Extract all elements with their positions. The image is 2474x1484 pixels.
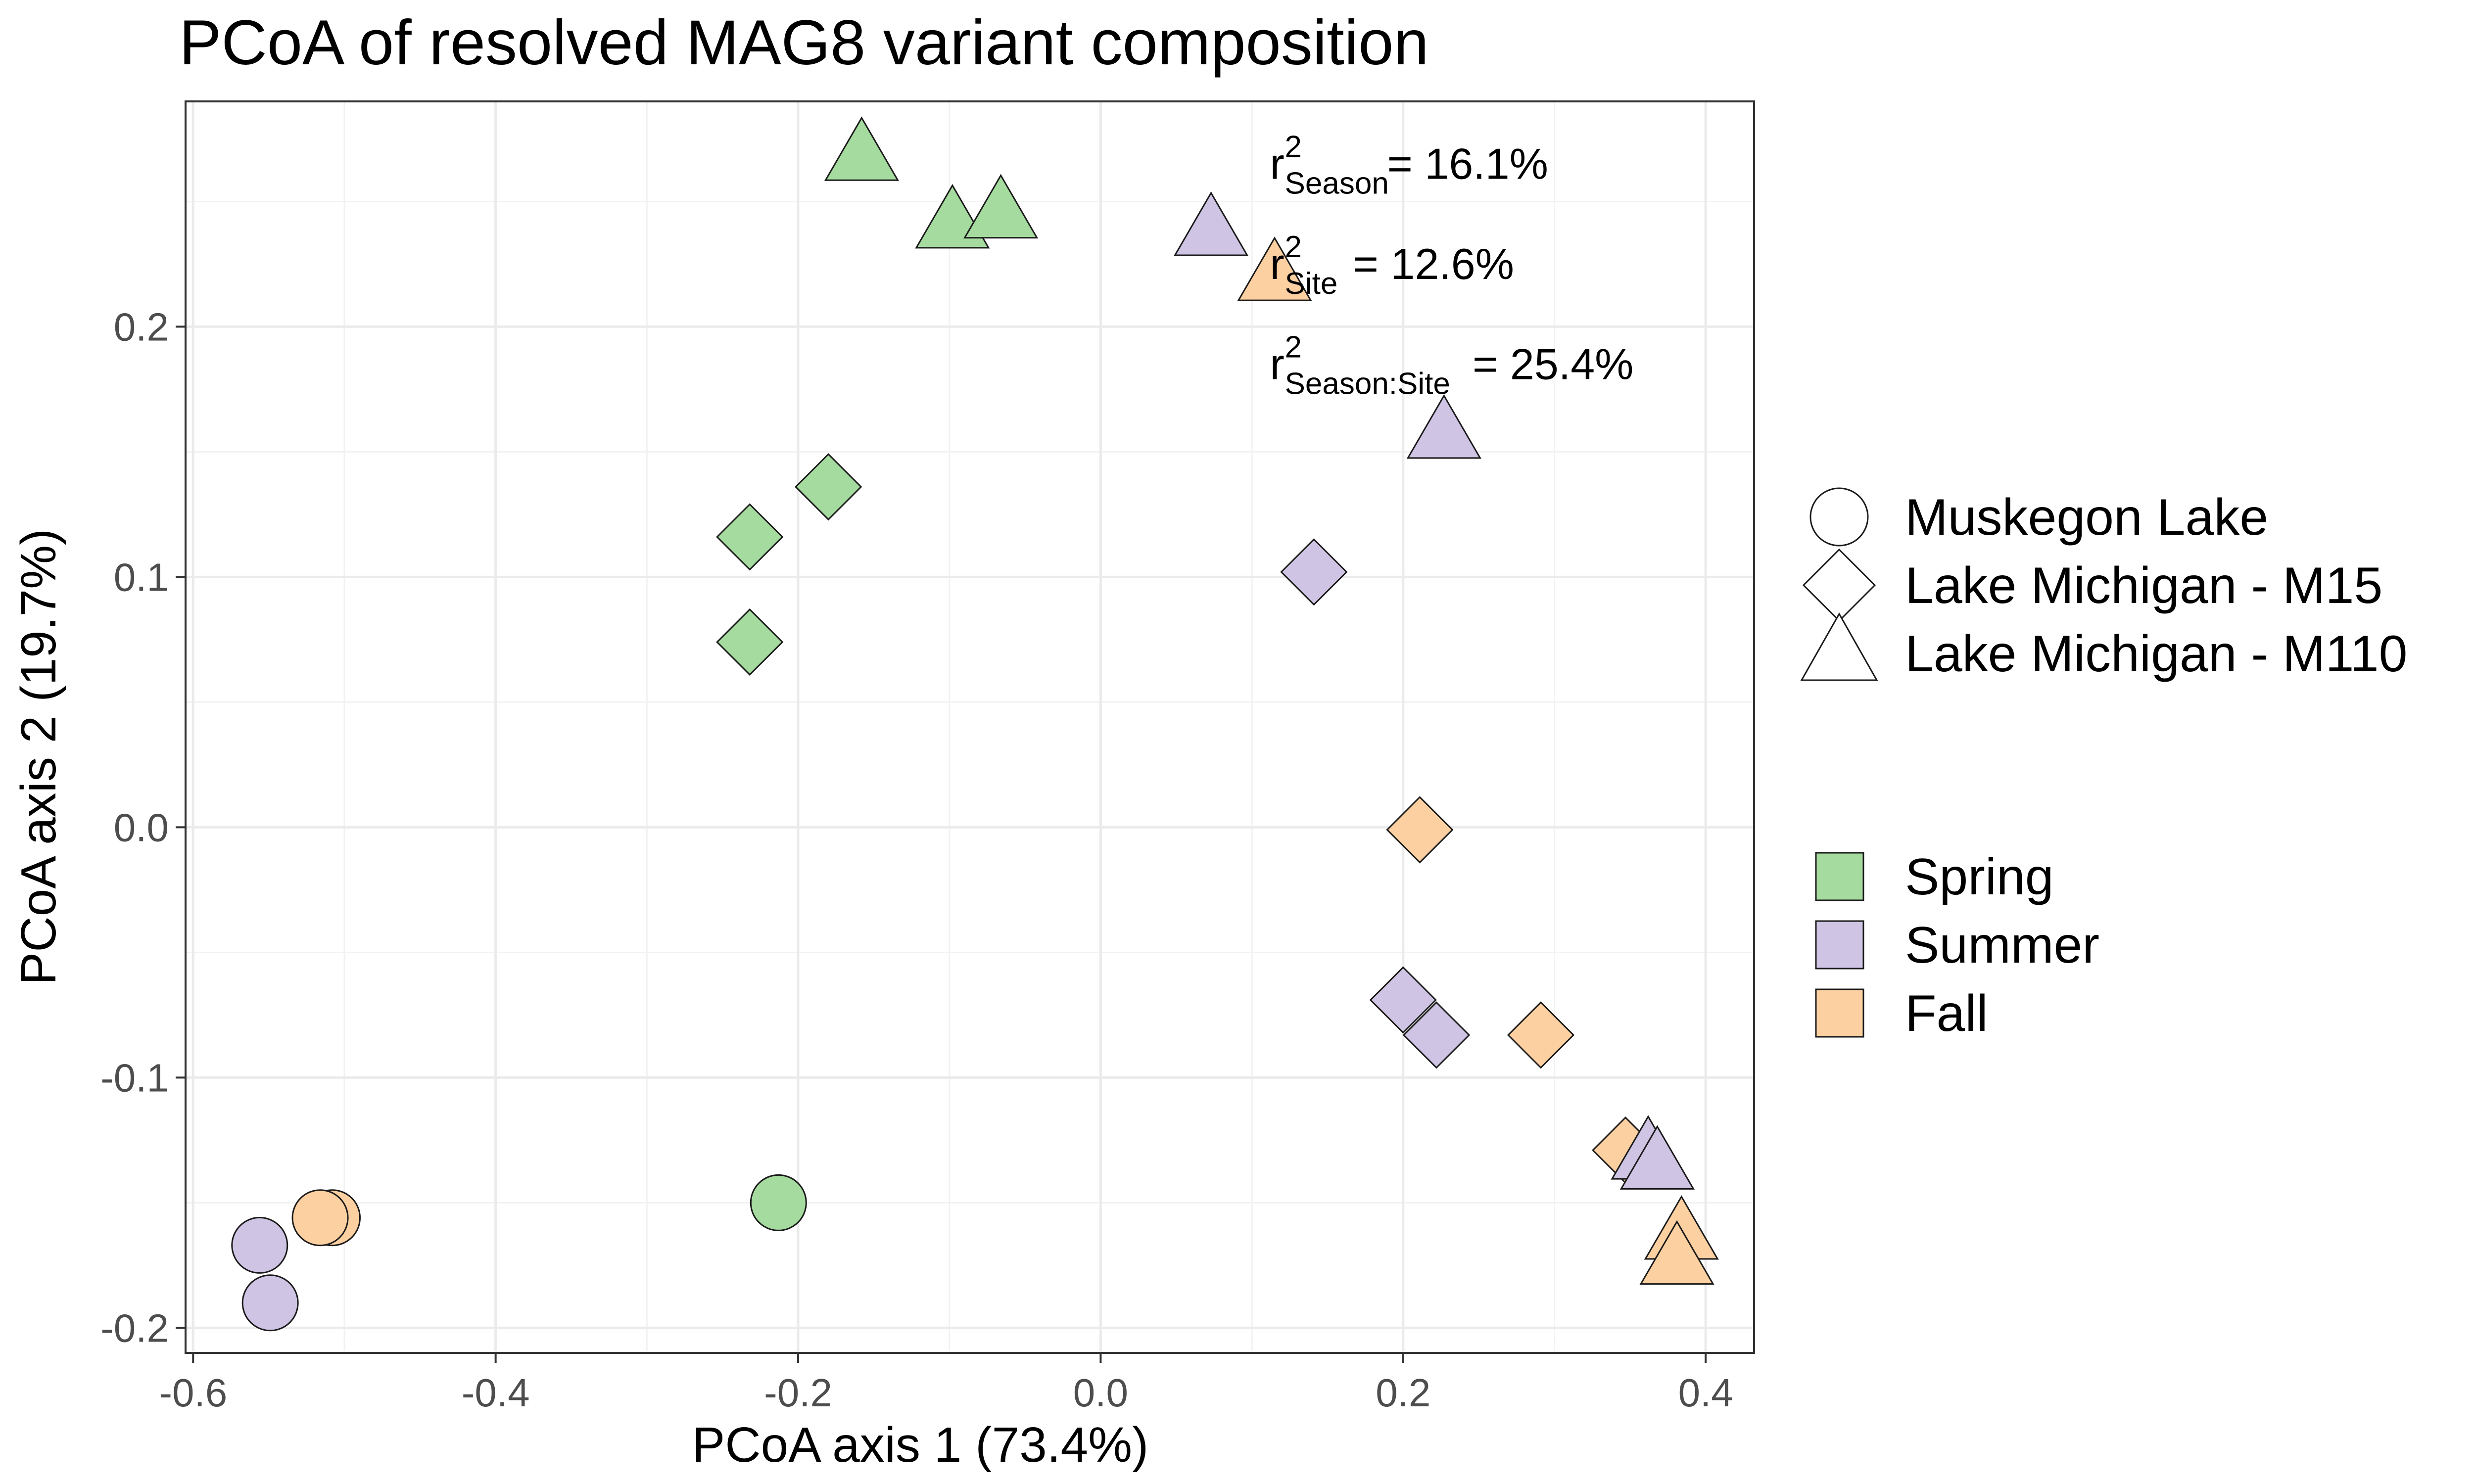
data-point-diamond bbox=[716, 608, 784, 676]
x-tick-label: -0.2 bbox=[764, 1371, 832, 1415]
data-point-diamond bbox=[716, 503, 784, 571]
legend-color-key bbox=[1815, 852, 1864, 901]
data-points bbox=[231, 116, 1719, 1332]
data-point-diamond bbox=[1402, 1001, 1471, 1069]
y-tick-label: -0.2 bbox=[100, 1306, 169, 1350]
annotation-sub: Season bbox=[1285, 167, 1389, 201]
data-point-circle bbox=[750, 1174, 807, 1231]
data-point-diamond bbox=[795, 453, 862, 521]
x-axis-title: PCoA axis 1 (73.4%) bbox=[692, 1417, 1149, 1473]
annotation-base: r bbox=[1270, 239, 1285, 288]
y-axis: -0.2 -0.1 0.0 0.1 0.2 bbox=[100, 305, 186, 1350]
plot-panel-background bbox=[186, 101, 1754, 1353]
annotation-value: = 25.4% bbox=[1473, 339, 1633, 388]
y-tick-label: 0.2 bbox=[114, 305, 169, 349]
legend-label: Spring bbox=[1905, 848, 2054, 906]
x-axis: -0.6 -0.4 -0.2 0.0 0.2 0.4 bbox=[159, 1353, 1733, 1415]
data-point-triangle bbox=[824, 116, 900, 181]
annotation-sub: Season:Site bbox=[1285, 367, 1450, 401]
annotation-base: r bbox=[1270, 339, 1285, 388]
legend-label: Summer bbox=[1905, 917, 2099, 974]
legend-label: Fall bbox=[1905, 985, 1988, 1042]
data-point-triangle bbox=[1406, 394, 1481, 459]
data-point-triangle bbox=[1639, 1220, 1714, 1285]
legend-color-key bbox=[1815, 920, 1864, 970]
y-tick-label: 0.0 bbox=[114, 805, 169, 849]
legend-label: Muskegon Lake bbox=[1905, 489, 2268, 546]
annotation-base: r bbox=[1270, 139, 1285, 188]
legend-label: Lake Michigan - M110 bbox=[1905, 625, 2407, 683]
data-point-triangle bbox=[1237, 236, 1312, 301]
data-point-diamond bbox=[1507, 1001, 1575, 1069]
legend-color-key bbox=[1815, 988, 1864, 1038]
annotation-sub: Site bbox=[1285, 267, 1338, 301]
legend-circle-key bbox=[1809, 487, 1869, 547]
data-point-triangle bbox=[1173, 191, 1249, 256]
minor-gridlines bbox=[186, 101, 1754, 1353]
y-axis-title: PCoA axis 2 (19.7%) bbox=[11, 529, 66, 985]
annotation-sup: 2 bbox=[1285, 130, 1302, 164]
x-tick-label: 0.0 bbox=[1073, 1371, 1128, 1415]
chart-title: PCoA of resolved MAG8 variant compositio… bbox=[179, 7, 1429, 78]
data-point-circle bbox=[241, 1274, 299, 1332]
legend-label: Lake Michigan - M15 bbox=[1905, 557, 2382, 614]
legend-triangle-key bbox=[1800, 612, 1878, 681]
annotation-sup: 2 bbox=[1285, 330, 1302, 364]
major-gridlines bbox=[186, 101, 1754, 1353]
data-point-diamond bbox=[1386, 796, 1454, 864]
annotation-value: = 16.1% bbox=[1387, 139, 1548, 188]
x-tick-label: -0.6 bbox=[159, 1371, 227, 1415]
x-tick-label: 0.4 bbox=[1678, 1371, 1733, 1415]
data-point-circle bbox=[231, 1216, 288, 1274]
y-tick-label: 0.1 bbox=[114, 555, 169, 599]
annotation-sup: 2 bbox=[1285, 230, 1302, 264]
plot-panel-border bbox=[185, 100, 1755, 1354]
data-point-diamond bbox=[1280, 538, 1348, 606]
y-tick-label: -0.1 bbox=[100, 1056, 169, 1100]
data-point-circle bbox=[291, 1189, 349, 1247]
x-tick-label: 0.2 bbox=[1376, 1371, 1430, 1415]
data-point-diamond bbox=[1369, 966, 1437, 1034]
data-point-triangle bbox=[1619, 1125, 1695, 1190]
color-legend: Spring Summer Fall bbox=[1815, 848, 2099, 1042]
x-tick-label: -0.4 bbox=[462, 1371, 530, 1415]
annotation-value: = 12.6% bbox=[1353, 239, 1514, 288]
data-point-triangle bbox=[963, 174, 1039, 239]
shape-legend: Muskegon Lake Lake Michigan - M15 Lake Mic… bbox=[1800, 487, 2407, 683]
